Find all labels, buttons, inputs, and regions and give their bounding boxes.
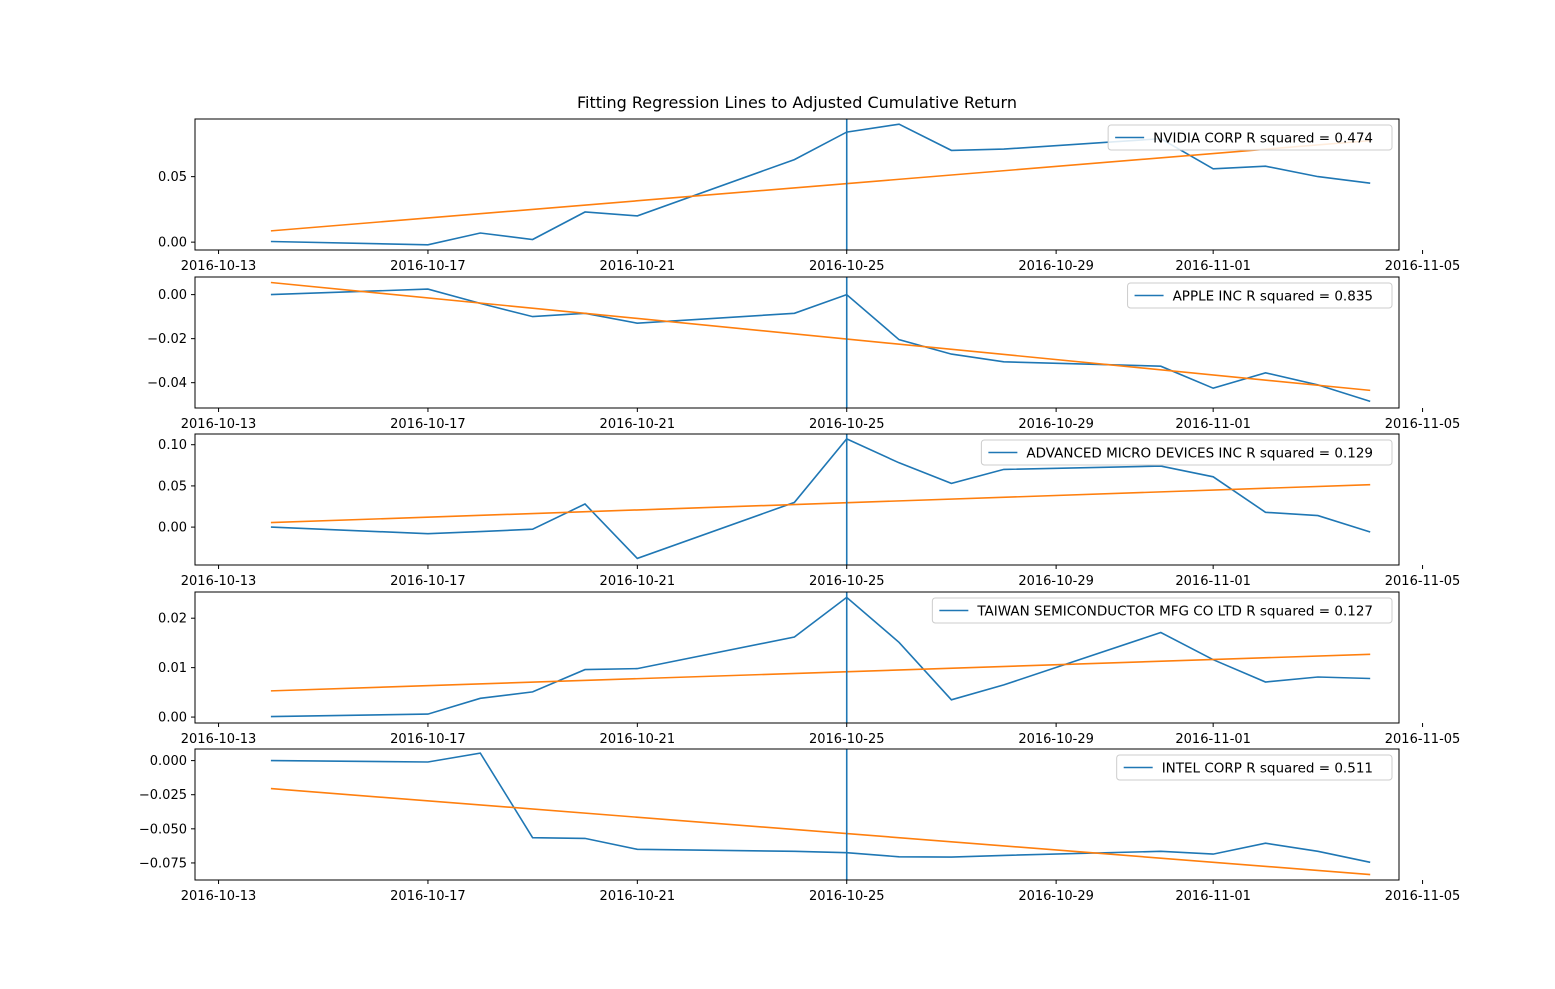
regression-line [271, 485, 1370, 523]
y-tick-label: 0.00 [158, 711, 187, 726]
x-tick-label: 2016-11-05 [1385, 574, 1461, 589]
x-tick-label: 2016-10-25 [809, 574, 885, 589]
x-tick-label: 2016-11-01 [1175, 259, 1251, 274]
x-tick-label: 2016-11-05 [1385, 889, 1461, 904]
legend: ADVANCED MICRO DEVICES INC R squared = 0… [981, 440, 1392, 465]
y-tick-label: 0.10 [158, 438, 187, 453]
regression-line [271, 789, 1370, 875]
x-tick-label: 2016-10-29 [1018, 732, 1094, 747]
legend: TAIWAN SEMICONDUCTOR MFG CO LTD R square… [932, 598, 1392, 623]
x-tick-label: 2016-10-17 [390, 732, 466, 747]
y-tick-label: 0.05 [158, 479, 187, 494]
y-tick-label: 0.000 [150, 754, 187, 769]
legend-label: ADVANCED MICRO DEVICES INC R squared = 0… [1026, 446, 1373, 462]
y-tick-label: −0.075 [139, 856, 187, 871]
x-tick-label: 2016-10-25 [809, 889, 885, 904]
legend-label: NVIDIA CORP R squared = 0.474 [1153, 131, 1373, 147]
x-tick-label: 2016-10-25 [809, 417, 885, 432]
x-tick-label: 2016-10-13 [181, 417, 257, 432]
panel-0: 2016-10-13 2016-10-17 2016-10-21 2016-10-25… [158, 119, 1460, 274]
x-tick-label: 2016-10-25 [809, 732, 885, 747]
legend-label: INTEL CORP R squared = 0.511 [1162, 761, 1373, 777]
x-tick-label: 2016-10-21 [600, 417, 676, 432]
panel-2: 2016-10-13 2016-10-17 2016-10-21 2016-10-25… [158, 434, 1460, 589]
y-tick-label: 0.00 [158, 521, 187, 536]
panel-4: 2016-10-13 2016-10-17 2016-10-21 2016-10-25… [139, 749, 1460, 904]
x-tick-label: 2016-10-21 [600, 574, 676, 589]
x-tick-label: 2016-10-17 [390, 417, 466, 432]
x-tick-label: 2016-10-13 [181, 259, 257, 274]
legend: NVIDIA CORP R squared = 0.474 [1108, 125, 1392, 150]
y-tick-label: 0.01 [158, 661, 187, 676]
y-tick-label: 0.00 [158, 236, 187, 251]
y-tick-label: −0.025 [139, 788, 187, 803]
y-tick-label: −0.050 [139, 822, 187, 837]
y-tick-label: −0.02 [147, 332, 187, 347]
regression-line [271, 654, 1370, 691]
x-tick-label: 2016-11-05 [1385, 417, 1461, 432]
x-tick-label: 2016-10-17 [390, 259, 466, 274]
legend-label: APPLE INC R squared = 0.835 [1173, 289, 1373, 305]
y-tick-label: 0.02 [158, 612, 187, 627]
x-tick-label: 2016-11-01 [1175, 417, 1251, 432]
x-tick-label: 2016-10-13 [181, 889, 257, 904]
x-tick-label: 2016-11-05 [1385, 732, 1461, 747]
x-tick-label: 2016-11-01 [1175, 574, 1251, 589]
x-tick-label: 2016-10-25 [809, 259, 885, 274]
regression-line [271, 141, 1370, 231]
y-tick-label: −0.04 [147, 376, 187, 391]
panel-1: 2016-10-13 2016-10-17 2016-10-21 2016-10-25… [147, 277, 1460, 432]
x-tick-label: 2016-10-29 [1018, 259, 1094, 274]
x-tick-label: 2016-10-17 [390, 574, 466, 589]
x-tick-label: 2016-10-17 [390, 889, 466, 904]
x-tick-label: 2016-10-13 [181, 732, 257, 747]
x-tick-label: 2016-10-29 [1018, 574, 1094, 589]
x-tick-label: 2016-11-01 [1175, 732, 1251, 747]
x-tick-label: 2016-11-05 [1385, 259, 1461, 274]
x-tick-label: 2016-10-21 [600, 259, 676, 274]
panel-3: 2016-10-13 2016-10-17 2016-10-21 2016-10-25… [158, 592, 1460, 747]
legend-label: TAIWAN SEMICONDUCTOR MFG CO LTD R square… [976, 604, 1373, 620]
x-tick-label: 2016-10-29 [1018, 889, 1094, 904]
x-tick-label: 2016-11-01 [1175, 889, 1251, 904]
x-tick-label: 2016-10-21 [600, 889, 676, 904]
y-tick-label: 0.05 [158, 170, 187, 185]
legend: APPLE INC R squared = 0.835 [1128, 283, 1392, 308]
x-tick-label: 2016-10-21 [600, 732, 676, 747]
x-tick-label: 2016-10-29 [1018, 417, 1094, 432]
legend: INTEL CORP R squared = 0.511 [1117, 755, 1392, 780]
y-tick-label: 0.00 [158, 288, 187, 303]
x-tick-label: 2016-10-13 [181, 574, 257, 589]
